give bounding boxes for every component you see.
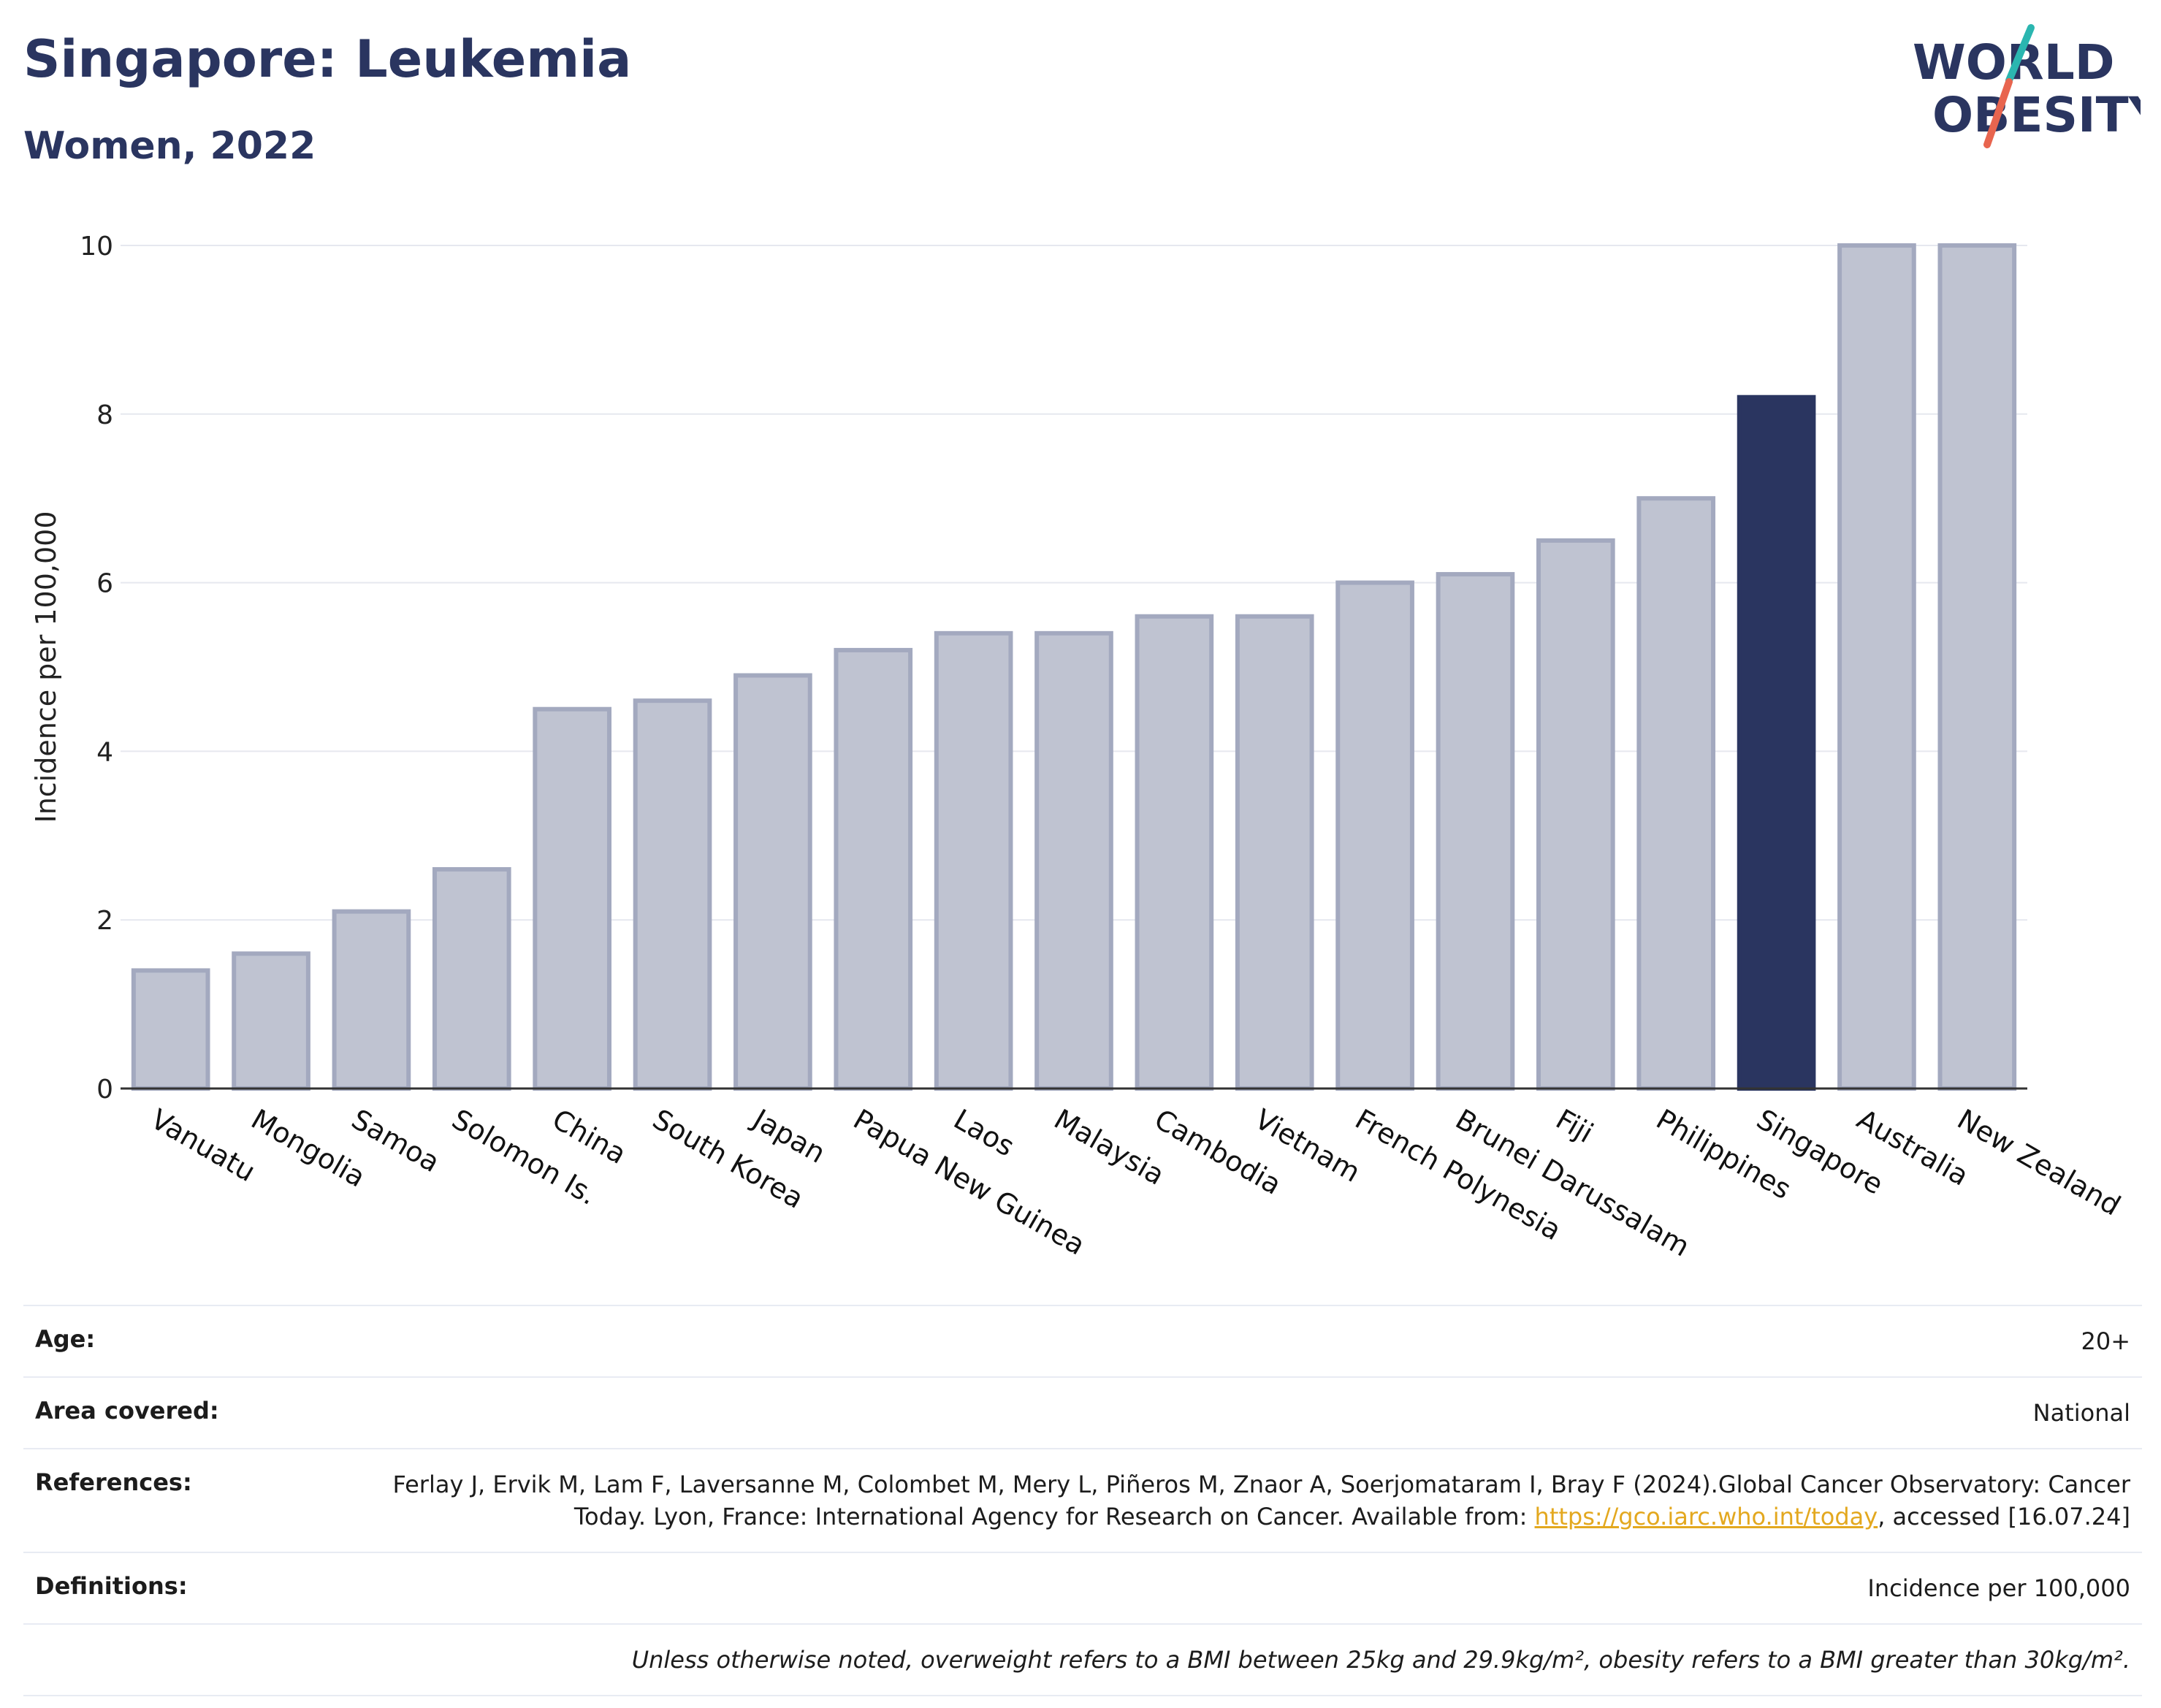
- logo-line-2: OBESITY: [1932, 87, 2141, 143]
- age-label: Age:: [35, 1325, 96, 1353]
- meta-row-note: Unless otherwise noted, overweight refer…: [23, 1623, 2142, 1696]
- page-title: Singapore: Leukemia: [23, 29, 632, 89]
- bar-9: [1034, 630, 1113, 1091]
- x-tick-label-9: Malaysia: [1049, 1103, 1170, 1192]
- bar-11: [1235, 614, 1314, 1091]
- world-obesity-logo: WORLD OBESITY: [1913, 24, 2141, 148]
- definitions-value: Incidence per 100,000: [1867, 1574, 2130, 1602]
- bar-16: [1737, 394, 1816, 1091]
- bar-3: [432, 866, 511, 1091]
- note-label: [35, 1644, 327, 1676]
- references-value: Ferlay J, Ervik M, Lam F, Laversanne M, …: [327, 1468, 2130, 1533]
- bar-17: [1837, 243, 1916, 1091]
- metadata-table: Age: 20+ Area covered: National Referenc…: [23, 1305, 2142, 1696]
- references-text: Ferlay J, Ervik M, Lam F, Laversanne M, …: [392, 1471, 2130, 1530]
- bar-5: [633, 698, 712, 1091]
- meta-row-definitions: Definitions: Incidence per 100,000: [23, 1552, 2142, 1623]
- bar-12: [1335, 580, 1414, 1091]
- bar-4: [533, 706, 611, 1091]
- x-tick-label-14: Fiji: [1550, 1103, 1598, 1149]
- age-value: 20+: [2081, 1327, 2130, 1355]
- y-tick-label-4: 4: [96, 737, 113, 767]
- bar-1: [232, 951, 310, 1091]
- x-tick-label-8: Laos: [948, 1103, 1020, 1163]
- bar-2: [332, 909, 411, 1091]
- area-label: Area covered:: [35, 1397, 219, 1425]
- y-tick-label-6: 6: [96, 569, 113, 599]
- bar-8: [934, 630, 1013, 1091]
- definitions-label: Definitions:: [35, 1572, 188, 1600]
- bar-7: [834, 647, 913, 1091]
- y-tick-label-0: 0: [96, 1075, 113, 1105]
- bar-6: [733, 673, 812, 1091]
- bar-0: [131, 968, 210, 1091]
- y-tick-label-10: 10: [80, 232, 113, 262]
- bar-chart: 0 2 4 6 8 10 Incidence per 100,000 VanuatuMongo…: [30, 232, 2126, 1263]
- y-axis-title: Incidence per 100,000: [30, 511, 62, 823]
- bar-10: [1135, 614, 1214, 1091]
- page-subtitle: Women, 2022: [23, 124, 316, 168]
- bar-13: [1436, 572, 1515, 1091]
- references-label: References:: [35, 1468, 192, 1496]
- bar-18: [1937, 243, 2017, 1091]
- logo-slash-coral: [1983, 78, 2013, 148]
- meta-row-references: References: Ferlay J, Ervik M, Lam F, La…: [23, 1448, 2142, 1552]
- x-tick-label-18: New Zealand: [1952, 1103, 2126, 1222]
- meta-row-age: Age: 20+: [23, 1305, 2142, 1376]
- logo-slash-teal: [2005, 24, 2035, 84]
- x-tick-label-0: Vanuatu: [145, 1103, 261, 1188]
- area-value: National: [2032, 1399, 2130, 1427]
- x-tick-label-1: Mongolia: [246, 1103, 371, 1194]
- bmi-note: Unless otherwise noted, overweight refer…: [631, 1646, 2130, 1674]
- references-accessed: , accessed [16.07.24]: [1878, 1503, 2130, 1530]
- references-link[interactable]: https://gco.iarc.who.int/today: [1534, 1503, 1878, 1530]
- y-tick-label-2: 2: [96, 906, 113, 936]
- y-tick-label-8: 8: [96, 400, 113, 430]
- bar-14: [1536, 538, 1615, 1091]
- bar-15: [1636, 496, 1716, 1091]
- meta-row-area: Area covered: National: [23, 1376, 2142, 1448]
